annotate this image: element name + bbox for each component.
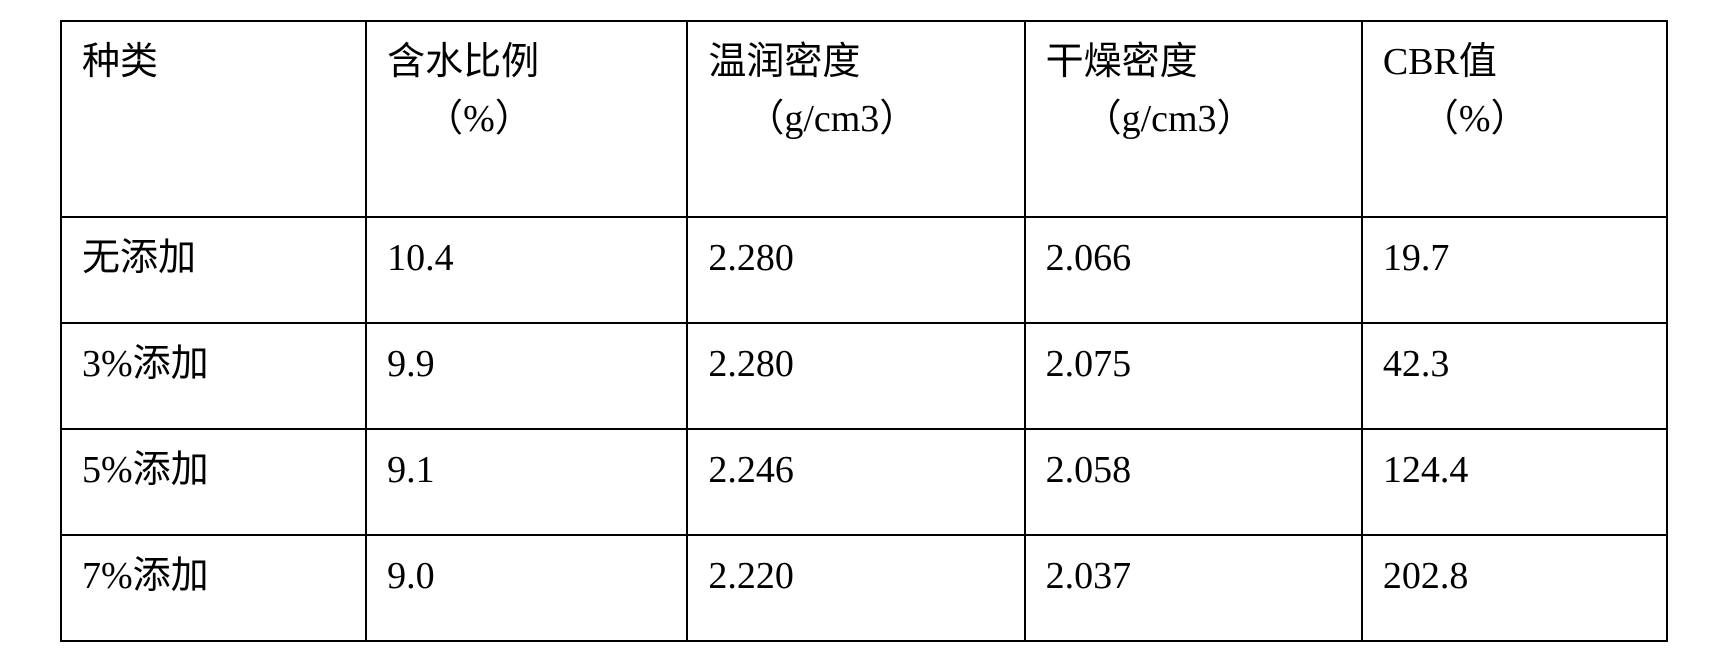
page: 种类 含水比例 （%） 温润密度 （g/cm3） 干燥密度 （g/cm3） CB… bbox=[0, 0, 1728, 662]
col-header-dry-density: 干燥密度 （g/cm3） bbox=[1025, 21, 1362, 217]
cell-type: 5%添加 bbox=[61, 429, 366, 535]
cell-water: 9.0 bbox=[366, 535, 687, 641]
table-row: 7%添加 9.0 2.220 2.037 202.8 bbox=[61, 535, 1667, 641]
cell-dry: 2.037 bbox=[1025, 535, 1362, 641]
col-header-type: 种类 bbox=[61, 21, 366, 217]
data-table: 种类 含水比例 （%） 温润密度 （g/cm3） 干燥密度 （g/cm3） CB… bbox=[60, 20, 1668, 642]
col-header-water: 含水比例 （%） bbox=[366, 21, 687, 217]
cell-type: 7%添加 bbox=[61, 535, 366, 641]
cell-wet: 2.246 bbox=[687, 429, 1024, 535]
cell-dry: 2.066 bbox=[1025, 217, 1362, 323]
cell-type: 3%添加 bbox=[61, 323, 366, 429]
table-row: 无添加 10.4 2.280 2.066 19.7 bbox=[61, 217, 1667, 323]
cell-cbr: 202.8 bbox=[1362, 535, 1667, 641]
col-label: 含水比例 bbox=[387, 41, 539, 83]
cell-type: 无添加 bbox=[61, 217, 366, 323]
cell-dry: 2.058 bbox=[1025, 429, 1362, 535]
col-unit: （%） bbox=[1383, 91, 1646, 148]
col-unit: （g/cm3） bbox=[708, 91, 1003, 148]
cell-cbr: 124.4 bbox=[1362, 429, 1667, 535]
col-label: CBR值 bbox=[1383, 41, 1497, 83]
col-header-wet-density: 温润密度 （g/cm3） bbox=[687, 21, 1024, 217]
cell-wet: 2.220 bbox=[687, 535, 1024, 641]
cell-cbr: 42.3 bbox=[1362, 323, 1667, 429]
col-label: 种类 bbox=[82, 41, 158, 83]
table-row: 3%添加 9.9 2.280 2.075 42.3 bbox=[61, 323, 1667, 429]
cell-wet: 2.280 bbox=[687, 217, 1024, 323]
col-header-cbr: CBR值 （%） bbox=[1362, 21, 1667, 217]
cell-cbr: 19.7 bbox=[1362, 217, 1667, 323]
col-label: 干燥密度 bbox=[1046, 41, 1198, 83]
cell-dry: 2.075 bbox=[1025, 323, 1362, 429]
cell-wet: 2.280 bbox=[687, 323, 1024, 429]
table-row: 5%添加 9.1 2.246 2.058 124.4 bbox=[61, 429, 1667, 535]
col-unit: （%） bbox=[387, 91, 666, 148]
col-unit: （g/cm3） bbox=[1046, 91, 1341, 148]
table-header-row: 种类 含水比例 （%） 温润密度 （g/cm3） 干燥密度 （g/cm3） CB… bbox=[61, 21, 1667, 217]
col-label: 温润密度 bbox=[708, 41, 860, 83]
cell-water: 10.4 bbox=[366, 217, 687, 323]
cell-water: 9.1 bbox=[366, 429, 687, 535]
cell-water: 9.9 bbox=[366, 323, 687, 429]
